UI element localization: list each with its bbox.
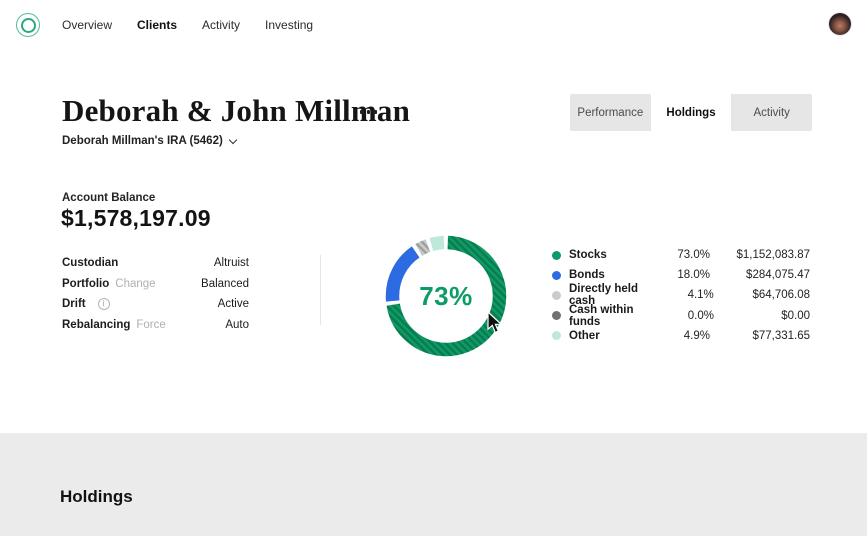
legend-percent: 4.9% <box>683 329 710 342</box>
donut-center-label: 73% <box>419 280 473 311</box>
nav-item-overview[interactable]: Overview <box>62 18 113 32</box>
logo-inner-ring <box>20 17 36 33</box>
nav-item-clients[interactable]: Clients <box>137 18 178 32</box>
nav-items: Overview Clients Activity Investing <box>62 0 313 50</box>
detail-row-portfolio: Portfolio Change i Balanced <box>62 274 249 295</box>
legend-amount: $1,152,083.87 <box>736 249 810 262</box>
account-selector-label: Deborah Millman's IRA (5462) <box>62 135 223 147</box>
legend-percent: 73.0% <box>677 249 710 262</box>
user-avatar[interactable] <box>829 13 851 35</box>
legend-percent: 18.0% <box>677 269 710 282</box>
detail-label: Rebalancing <box>62 318 131 331</box>
legend-amount: $284,075.47 <box>746 269 810 282</box>
legend-row[interactable]: Cash within funds 0.0% $0.00 <box>552 303 810 328</box>
nav-item-investing[interactable]: Investing <box>265 18 314 32</box>
legend-label: Other <box>569 329 600 342</box>
detail-value: Auto <box>225 318 249 331</box>
legend-amount: $64,706.08 <box>752 289 811 302</box>
info-icon[interactable]: i <box>97 298 110 311</box>
tab-activity[interactable]: Activity <box>753 106 790 119</box>
legend-row[interactable]: Directly held cash 4.1% $64,706.08 <box>552 283 811 308</box>
rebalancing-force-link[interactable]: Force <box>136 318 166 331</box>
tab-holdings[interactable]: Holdings <box>650 94 732 131</box>
legend-row[interactable]: Bonds 18.0% $284,075.47 <box>552 265 810 285</box>
top-nav: Overview Clients Activity Investing <box>0 0 867 50</box>
legend-label: Cash within funds <box>569 303 634 328</box>
account-selector-dropdown[interactable]: Deborah Millman's IRA (5462) <box>62 135 237 147</box>
allocation-legend: Stocks 73.0% $1,152,083.87 Bonds 18.0% $284,0… <box>552 245 810 346</box>
detail-value: Altruist <box>213 257 249 270</box>
account-balance-label: Account Balance <box>62 192 156 204</box>
legend-dot-icon <box>552 270 561 280</box>
legend-row[interactable]: Other 4.9% $77,331.65 <box>552 326 810 346</box>
legend-percent: 4.1% <box>687 289 714 302</box>
donut-svg <box>385 235 507 357</box>
detail-row-custodian: Custodian i Altruist <box>62 253 249 274</box>
detail-value: Balanced <box>201 277 249 290</box>
detail-row-drift: Drift i Active <box>62 294 249 315</box>
more-options-icon[interactable] <box>356 106 381 118</box>
legend-dot-icon <box>552 290 561 300</box>
detail-row-rebalancing: Rebalancing Force i Auto <box>62 315 249 336</box>
account-details: Custodian i Altruist Portfolio Change i … <box>62 253 249 335</box>
legend-dot-icon <box>552 311 561 321</box>
tab-performance[interactable]: Performance <box>577 106 644 119</box>
holdings-section: Holdings <box>0 433 867 536</box>
legend-dot-icon <box>552 250 561 260</box>
chevron-down-icon <box>229 135 237 143</box>
legend-label: Stocks <box>569 249 607 262</box>
page-title: Deborah & John Millman <box>62 93 411 128</box>
vertical-divider <box>320 255 321 325</box>
detail-value: Active <box>217 298 249 311</box>
legend-amount: $0.00 <box>781 309 810 322</box>
holdings-section-title: Holdings <box>60 487 133 506</box>
view-tabs: Performance Holdings Activity <box>570 94 812 131</box>
detail-label: Portfolio <box>62 277 110 290</box>
legend-dot-icon <box>552 331 561 341</box>
allocation-donut-chart[interactable]: 73% <box>385 235 507 357</box>
legend-label: Bonds <box>569 269 605 282</box>
legend-amount: $77,331.65 <box>752 329 810 342</box>
legend-percent: 0.0% <box>687 309 714 322</box>
detail-label: Drift <box>62 298 86 311</box>
app-logo-icon[interactable] <box>16 13 40 37</box>
legend-label: Directly held cash <box>569 283 639 308</box>
account-balance-value: $1,578,197.09 <box>61 205 211 231</box>
portfolio-change-link[interactable]: Change <box>115 277 156 290</box>
detail-label: Custodian <box>62 257 119 270</box>
legend-row[interactable]: Stocks 73.0% $1,152,083.87 <box>552 245 810 265</box>
nav-item-activity[interactable]: Activity <box>202 18 241 32</box>
